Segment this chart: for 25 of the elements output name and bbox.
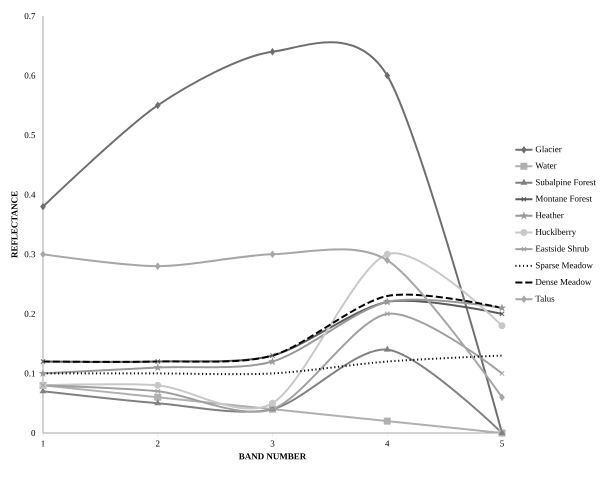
- y-tick-label: 0.5: [24, 132, 36, 138]
- y-tick-label: 0.2: [24, 310, 35, 317]
- x-tick-label: 3: [270, 440, 274, 447]
- y-tick-label: 0.7: [24, 12, 36, 20]
- y-tick-label: 0.4: [24, 192, 36, 198]
- legend-label: Glacier: [536, 146, 562, 152]
- legend-label: Dense Meadow: [536, 278, 592, 285]
- x-tick-label: 2: [156, 440, 160, 446]
- y-axis-title: REFLECTANCE: [11, 191, 18, 258]
- legend-label: Water: [535, 162, 556, 169]
- x-tick-label: 1: [42, 440, 45, 446]
- legend-label: Sparse Meadow: [536, 262, 593, 270]
- x-tick-label: 5: [500, 440, 504, 446]
- legend-label: Hucklberry: [536, 228, 576, 237]
- y-tick-label: 0.1: [24, 370, 35, 376]
- x-tick-label: 4: [385, 440, 390, 446]
- legend-label: Eastside Shrub: [536, 245, 589, 252]
- legend-label: Talus: [536, 295, 554, 302]
- legend-label: Heather: [536, 212, 564, 218]
- y-tick-label: 0.3: [24, 251, 36, 258]
- legend-label: Montane Forest: [536, 196, 592, 202]
- y-tick-label: 0: [31, 430, 36, 436]
- legend-label: Subalpine Forest: [536, 178, 596, 188]
- y-tick-label: 0.6: [24, 72, 36, 79]
- x-axis-title: BAND NUMBER: [238, 453, 306, 460]
